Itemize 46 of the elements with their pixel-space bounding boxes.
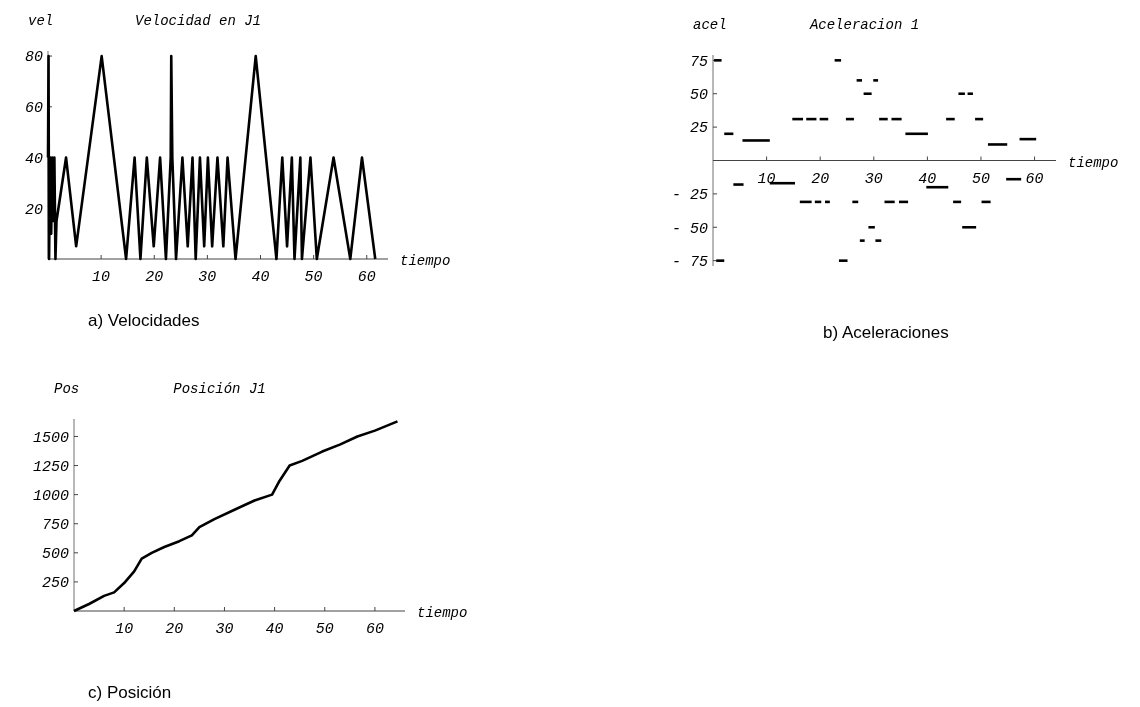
y-tick-label: - 75 (671, 253, 708, 271)
y-tick-label: 20 (24, 201, 43, 219)
text: a) Velocidades (88, 311, 200, 330)
chart-title: Posición J1 (173, 381, 266, 397)
y-axis-title: vel (28, 13, 54, 29)
x-tick-label: 60 (1025, 170, 1044, 188)
x-tick-label: 40 (251, 269, 270, 286)
x-tick-label: 10 (92, 269, 111, 286)
y-axis-title: acel (693, 17, 727, 33)
x-axis-title: tiempo (400, 253, 451, 269)
y-tick-label: 50 (689, 86, 708, 104)
y-tick-label: 750 (41, 516, 69, 534)
y-tick-label: 75 (689, 53, 708, 71)
x-tick-label: 50 (971, 170, 990, 188)
x-tick-label: 10 (757, 170, 776, 188)
chart-title: Velocidad en J1 (134, 13, 262, 29)
y-tick-label: 1250 (32, 458, 69, 476)
x-tick-label: 50 (304, 269, 323, 286)
x-tick-label: 30 (215, 621, 234, 638)
x-tick-label: 20 (165, 621, 184, 638)
y-tick-label: 80 (24, 49, 43, 67)
text: b) Aceleraciones (823, 323, 949, 342)
x-tick-label: 20 (145, 269, 164, 286)
chart-title: Aceleracion 1 (808, 17, 920, 33)
y-tick-label: 1500 (32, 429, 69, 447)
y-tick-label: - 50 (671, 220, 708, 238)
y-tick-label: 40 (24, 150, 43, 168)
x-axis-title: tiempo (417, 605, 468, 621)
x-tick-label: 40 (265, 621, 284, 638)
y-tick-label: - 25 (671, 187, 708, 205)
x-tick-label: 40 (918, 170, 937, 188)
x-tick-label: 10 (115, 621, 134, 638)
y-tick-label: 500 (41, 546, 69, 564)
x-tick-label: 50 (315, 621, 334, 638)
x-tick-label: 30 (198, 269, 217, 286)
y-tick-label: 1000 (32, 487, 69, 505)
x-tick-label: 20 (811, 170, 830, 188)
x-tick-label: 60 (365, 621, 384, 638)
x-axis-title: tiempo (1068, 154, 1119, 171)
y-tick-label: 250 (41, 575, 69, 593)
text: c) Posición (88, 683, 172, 702)
x-tick-label: 30 (864, 170, 883, 188)
x-tick-label: 60 (357, 269, 376, 286)
y-axis-title: Pos (54, 381, 80, 397)
y-tick-label: 25 (689, 120, 708, 138)
y-tick-label: 60 (24, 100, 43, 118)
